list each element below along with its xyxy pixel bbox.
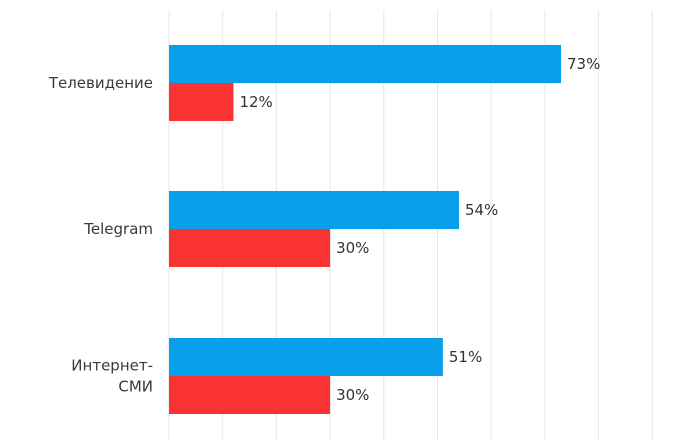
bar-red-1 (169, 229, 331, 267)
bars (169, 45, 562, 414)
bar-blue-2 (169, 338, 443, 376)
value-label-blue-0: 73% (567, 55, 600, 73)
category-label-2: Интернет-СМИ (71, 357, 153, 396)
value-label-red-2: 30% (336, 386, 369, 404)
bar-blue-0 (169, 45, 562, 83)
value-label-blue-1: 54% (465, 201, 498, 219)
value-label-blue-2: 51% (449, 348, 482, 366)
category-label-1: Telegram (83, 220, 153, 238)
labels: 73% 12% Телевидение 54% 30% Telegram 51% 30% Инт… (48, 55, 601, 404)
value-label-red-1: 30% (336, 239, 369, 257)
bar-red-0 (169, 83, 234, 121)
value-label-red-0: 12% (239, 93, 272, 111)
bar-blue-1 (169, 191, 459, 229)
category-label-0: Телевидение (48, 74, 153, 92)
bar-red-2 (169, 376, 331, 414)
